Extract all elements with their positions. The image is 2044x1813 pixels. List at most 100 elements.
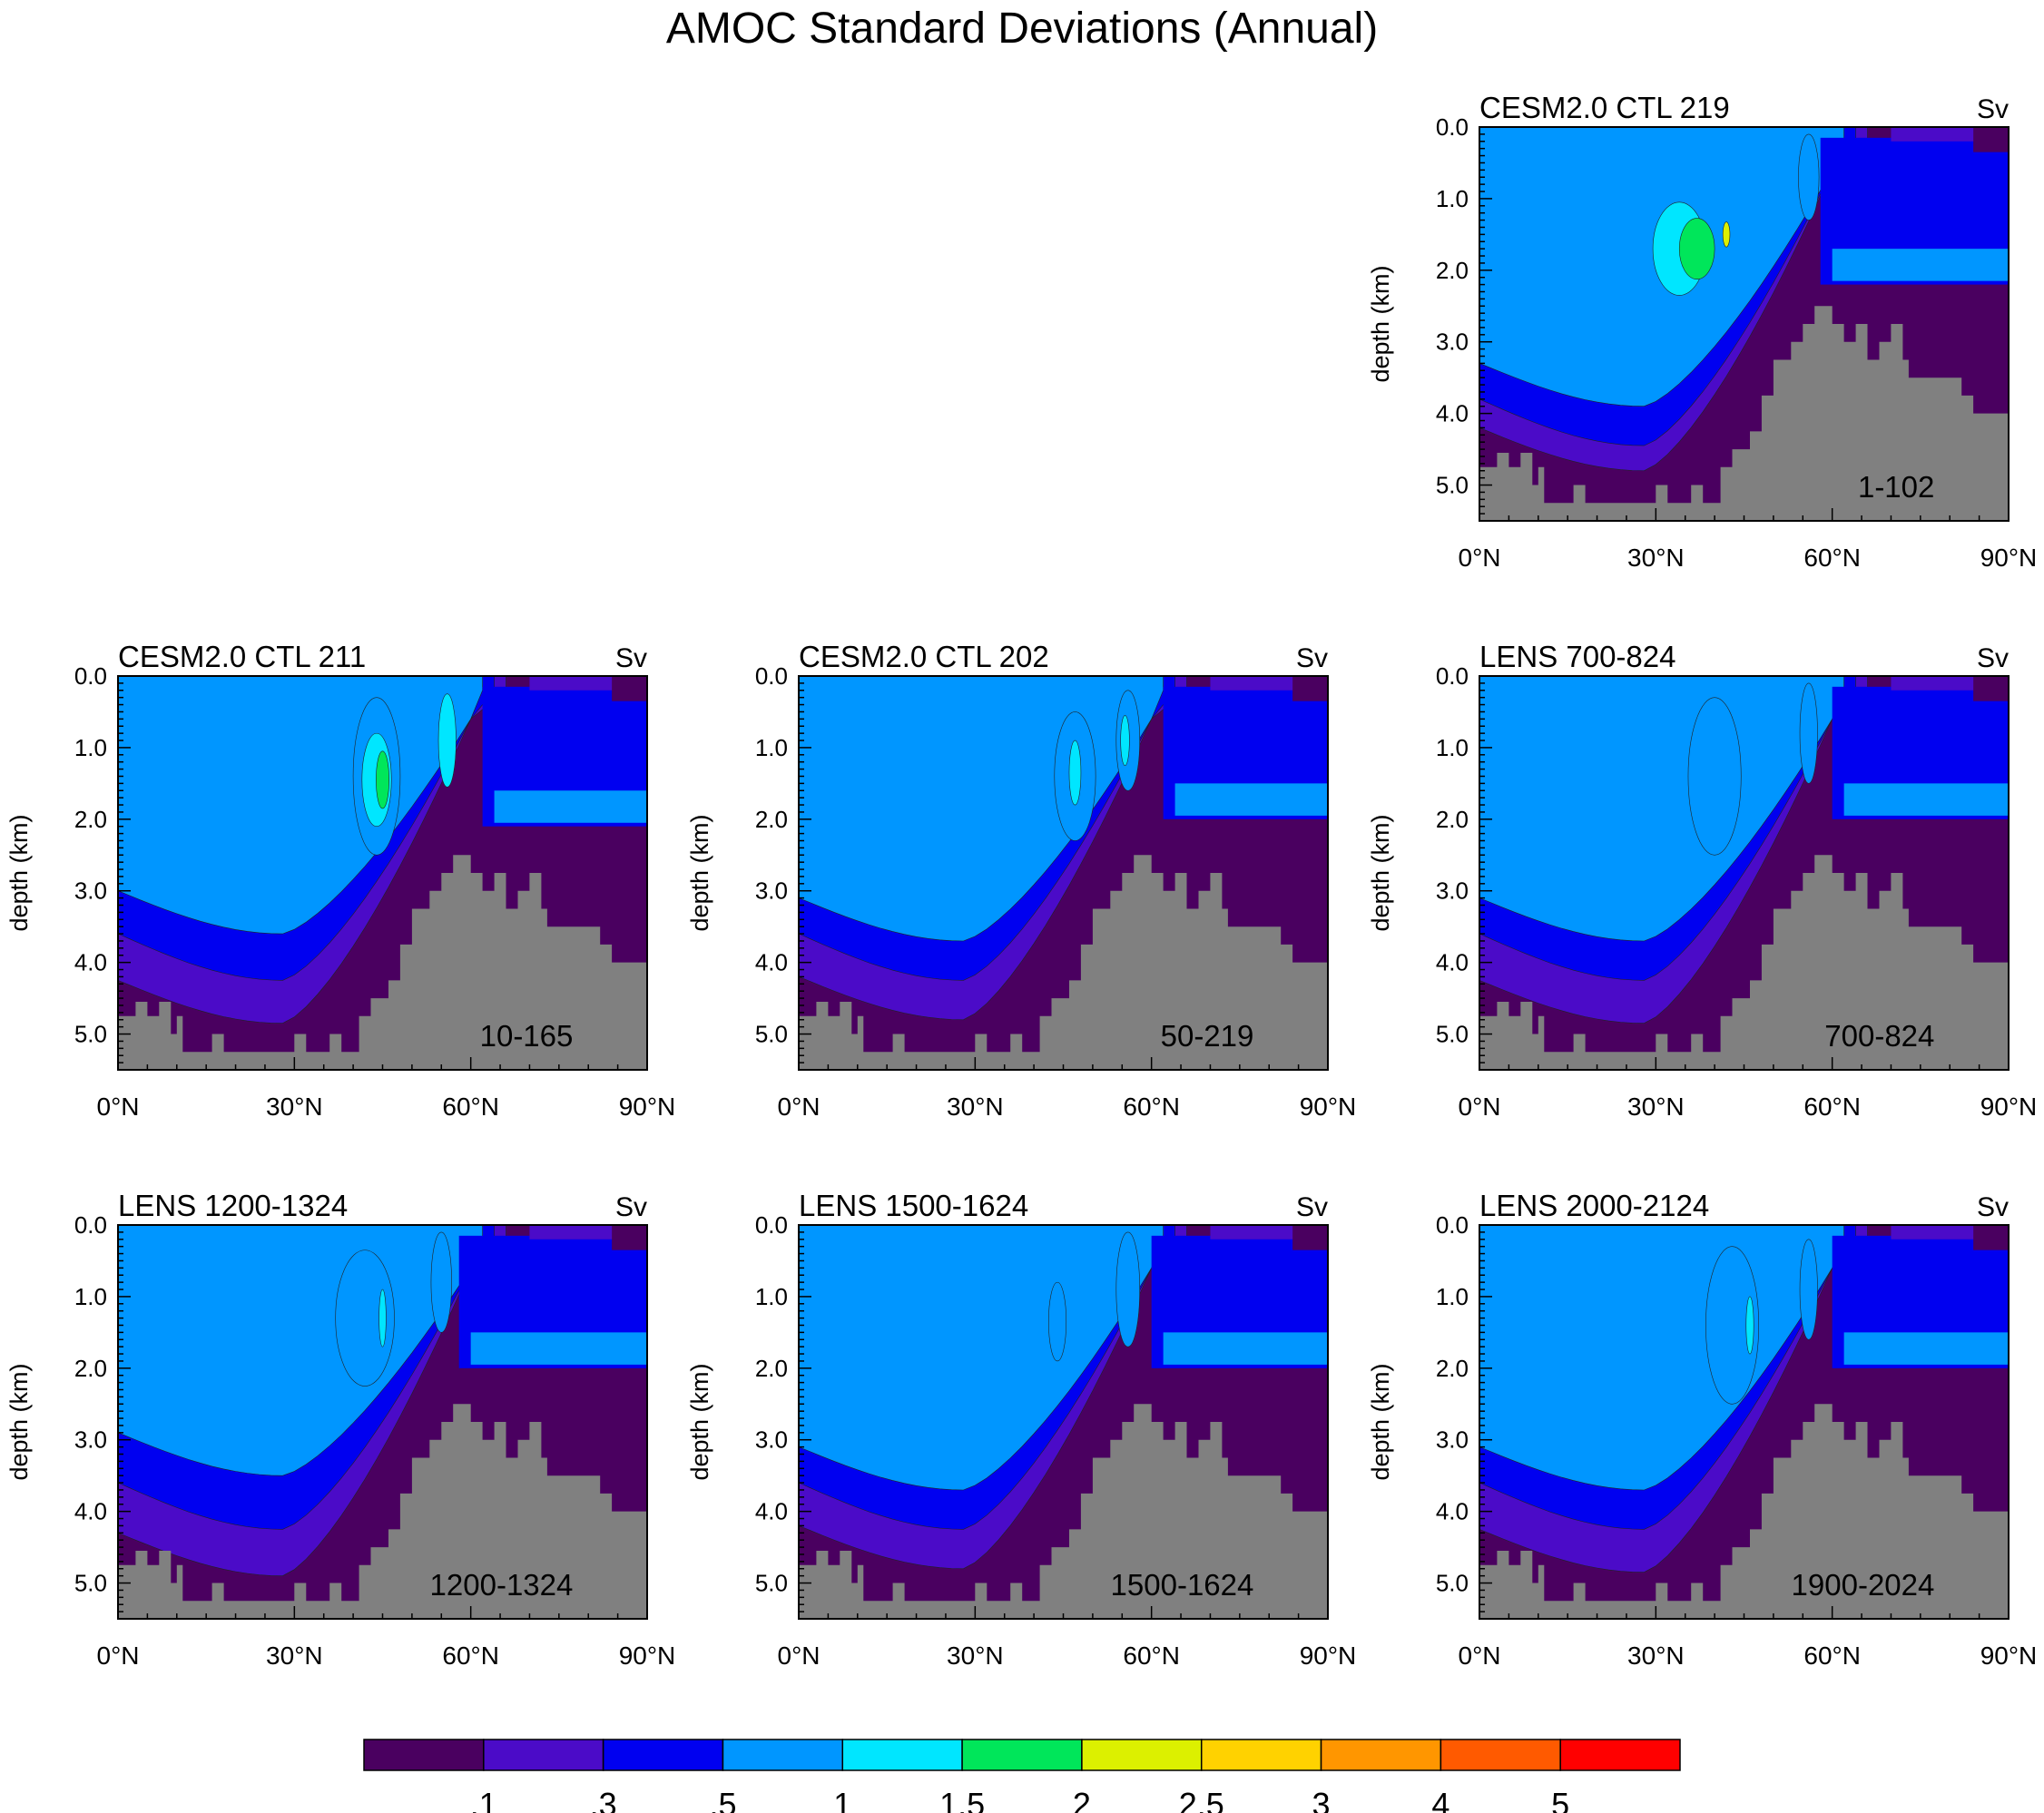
y-tick-label: 1.0 xyxy=(1436,734,1469,761)
x-tick-label: 0°N xyxy=(1459,1093,1501,1121)
panel-years: 1500-1624 xyxy=(1111,1568,1254,1602)
panel-5: 0.0 1.0 2.0 3.0 4.0 5.0 0°N 30°N 60°N 90°N LENS 15… xyxy=(686,1189,1356,1670)
y-tick-label: 2.0 xyxy=(1436,257,1469,284)
field-north-1 xyxy=(1832,249,2009,281)
colorbar-label: .3 xyxy=(590,1786,617,1813)
core-1 xyxy=(1745,1296,1754,1355)
panel-4: 0.0 1.0 2.0 3.0 4.0 5.0 0°N 30°N 60°N 90°N LENS 12… xyxy=(5,1189,675,1670)
core-2 xyxy=(1799,1239,1818,1340)
y-tick-label: 0.0 xyxy=(755,662,788,690)
panel-years: 1-102 xyxy=(1858,470,1934,504)
colorbar-label: 1 xyxy=(833,1786,851,1813)
field-surface-0.1 xyxy=(612,676,647,701)
core-3 xyxy=(1120,715,1130,766)
field-north-1 xyxy=(1843,783,2009,816)
colorbar-label: 2 xyxy=(1073,1786,1091,1813)
y-tick-label: 4.0 xyxy=(1436,400,1469,427)
bathymetry-mask xyxy=(799,1404,1328,1619)
panel-years: 1200-1324 xyxy=(430,1568,574,1602)
y-tick-label: 2.0 xyxy=(74,1355,107,1382)
x-tick-label: 0°N xyxy=(778,1093,821,1121)
bathymetry-mask xyxy=(1479,306,2009,521)
x-tick-label: 0°N xyxy=(97,1093,140,1121)
x-tick-label: 90°N xyxy=(1300,1642,1357,1670)
colorbar-label: .5 xyxy=(709,1786,736,1813)
colorbar-swatch xyxy=(363,1739,485,1771)
x-tick-label: 90°N xyxy=(1980,1642,2038,1670)
y-tick-label: 0.0 xyxy=(1436,113,1469,141)
panel-2: 0.0 1.0 2.0 3.0 4.0 5.0 0°N 30°N 60°N 90°N CESM2.0… xyxy=(686,640,1356,1121)
field-surface-0.1 xyxy=(1973,676,2009,701)
x-tick-label: 60°N xyxy=(1123,1093,1180,1121)
y-tick-label: 1.0 xyxy=(755,734,788,761)
x-tick-label: 60°N xyxy=(1803,1093,1861,1121)
field-surface-0.1 xyxy=(1973,127,2009,152)
panel-title: LENS 1500-1624 xyxy=(799,1189,1028,1222)
colorbar-label: 4 xyxy=(1431,1786,1449,1813)
core-1 xyxy=(1678,218,1715,279)
core-1 xyxy=(1068,740,1082,806)
x-tick-label: 30°N xyxy=(1627,544,1685,572)
field-surface-0.1 xyxy=(1292,1225,1328,1250)
core-2 xyxy=(376,750,389,809)
colorbar-swatch xyxy=(483,1739,604,1771)
x-tick-label: 30°N xyxy=(266,1642,323,1670)
panel-units: Sv xyxy=(1296,1192,1328,1222)
field-north-1 xyxy=(1174,783,1328,816)
field-surface-0.1 xyxy=(612,1225,647,1250)
panel-title: CESM2.0 CTL 211 xyxy=(118,640,366,673)
y-tick-label: 1.0 xyxy=(74,1283,107,1310)
y-tick-label: 3.0 xyxy=(1436,877,1469,905)
y-tick-label: 1.0 xyxy=(74,734,107,761)
y-tick-label: 5.0 xyxy=(74,1570,107,1597)
y-tick-label: 4.0 xyxy=(755,1498,788,1525)
y-tick-label: 2.0 xyxy=(755,1355,788,1382)
panel-0: 0.0 1.0 2.0 3.0 4.0 5.0 0°N 30°N 60°N 90°N CESM2.0… xyxy=(1367,91,2037,572)
field-north-1 xyxy=(1843,1332,2009,1365)
core-0 xyxy=(1687,697,1742,856)
figure-title: AMOC Standard Deviations (Annual) xyxy=(665,5,1379,53)
y-tick-label: 5.0 xyxy=(1436,1021,1469,1048)
y-tick-label: 5.0 xyxy=(755,1570,788,1597)
x-tick-label: 30°N xyxy=(947,1642,1004,1670)
core-0 xyxy=(1705,1246,1759,1405)
plot-area xyxy=(1479,127,2009,521)
field-north-1 xyxy=(494,790,647,823)
y-axis-label: depth (km) xyxy=(686,814,713,931)
y-tick-label: 2.0 xyxy=(755,806,788,833)
bathymetry-mask xyxy=(799,855,1328,1070)
y-axis-label: depth (km) xyxy=(1367,1363,1394,1480)
panel-years: 700-824 xyxy=(1824,1019,1934,1053)
bathymetry-mask xyxy=(118,855,647,1070)
y-tick-label: 1.0 xyxy=(1436,1283,1469,1310)
field-north-1 xyxy=(470,1332,647,1365)
y-tick-label: 3.0 xyxy=(755,1426,788,1454)
y-tick-label: 4.0 xyxy=(74,949,107,976)
field-surface-0.1 xyxy=(1973,1225,2009,1250)
core-0 xyxy=(1048,1281,1067,1362)
colorbar-swatch xyxy=(1559,1739,1681,1771)
x-tick-label: 60°N xyxy=(442,1093,499,1121)
x-tick-label: 60°N xyxy=(1123,1642,1180,1670)
x-tick-label: 60°N xyxy=(1803,1642,1861,1670)
x-tick-label: 0°N xyxy=(1459,544,1501,572)
colorbar-swatch xyxy=(602,1739,724,1771)
panel-title: CESM2.0 CTL 202 xyxy=(799,640,1049,673)
x-tick-label: 30°N xyxy=(1627,1642,1685,1670)
plot-area xyxy=(118,1225,647,1619)
core-0 xyxy=(335,1250,395,1387)
y-tick-label: 0.0 xyxy=(755,1211,788,1239)
core-1 xyxy=(378,1289,387,1348)
y-tick-label: 3.0 xyxy=(74,1426,107,1454)
panel-years: 10-165 xyxy=(480,1019,574,1053)
field-north-1 xyxy=(1163,1332,1328,1365)
y-tick-label: 0.0 xyxy=(1436,1211,1469,1239)
y-tick-label: 1.0 xyxy=(1436,185,1469,212)
core-3 xyxy=(437,693,457,788)
x-tick-label: 90°N xyxy=(619,1093,676,1121)
field-surface-0.1 xyxy=(1292,676,1328,701)
y-tick-label: 1.0 xyxy=(755,1283,788,1310)
y-tick-label: 3.0 xyxy=(74,877,107,905)
panel-units: Sv xyxy=(615,1192,647,1222)
